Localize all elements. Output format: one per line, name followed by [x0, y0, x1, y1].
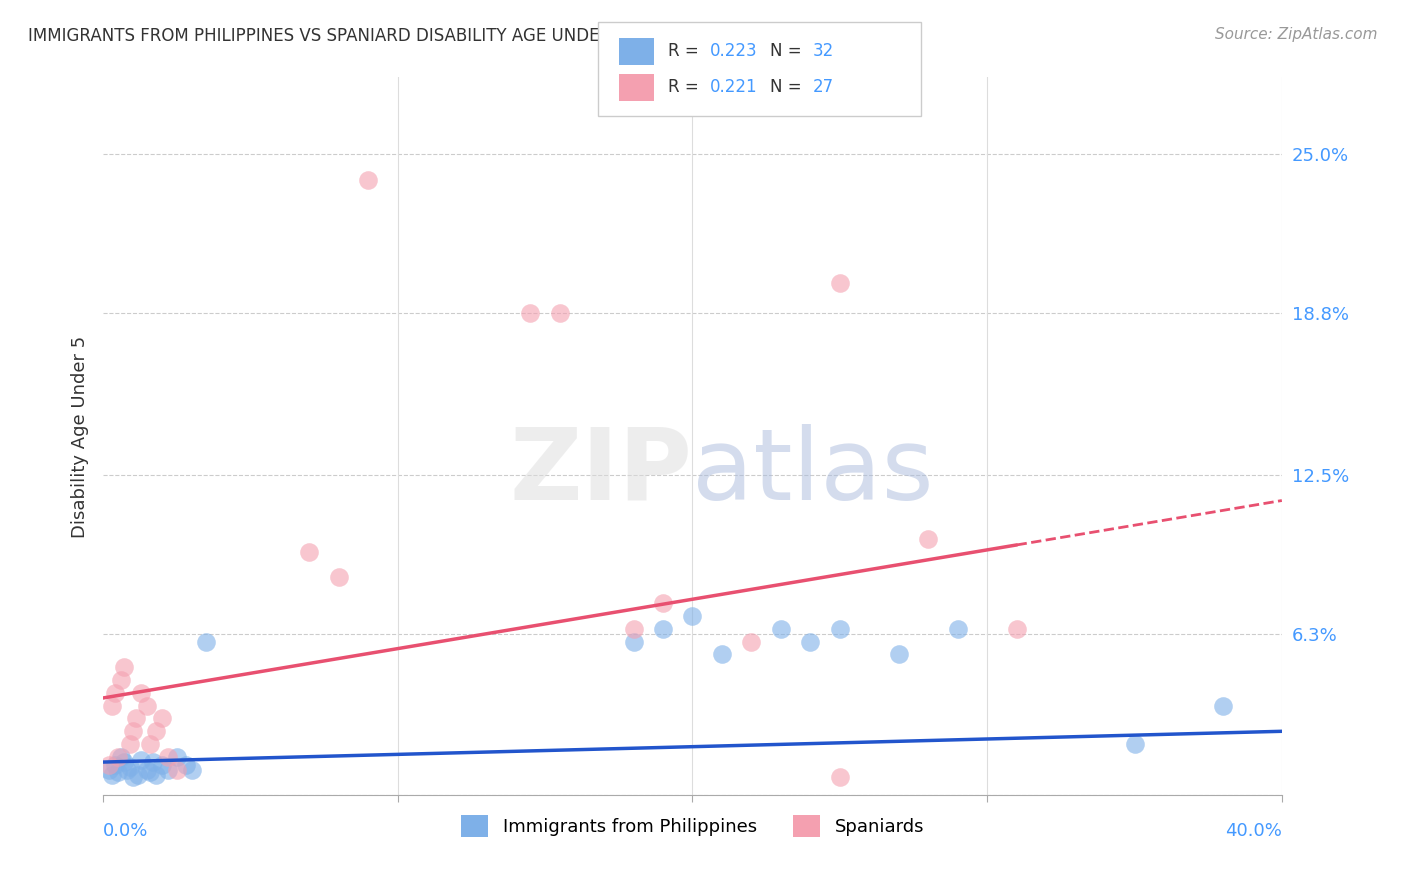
- Text: R =: R =: [668, 78, 704, 96]
- Text: 0.221: 0.221: [710, 78, 758, 96]
- Point: [328, 570, 350, 584]
- Text: 32: 32: [813, 42, 834, 60]
- Point: [799, 634, 821, 648]
- Point: [682, 608, 704, 623]
- Text: 40.0%: 40.0%: [1225, 822, 1282, 840]
- Point: [652, 596, 675, 610]
- Point: [112, 755, 135, 769]
- Point: [652, 622, 675, 636]
- Point: [107, 765, 129, 780]
- Point: [101, 768, 124, 782]
- Point: [166, 750, 188, 764]
- Point: [136, 698, 159, 713]
- Point: [1123, 737, 1146, 751]
- Point: [124, 711, 146, 725]
- Point: [887, 648, 910, 662]
- Point: [180, 763, 202, 777]
- Point: [298, 545, 321, 559]
- Text: 0.0%: 0.0%: [103, 822, 149, 840]
- Point: [136, 763, 159, 777]
- Point: [107, 750, 129, 764]
- Text: ZIP: ZIP: [509, 424, 693, 521]
- Text: 27: 27: [813, 78, 834, 96]
- Point: [104, 686, 127, 700]
- Text: 0.223: 0.223: [710, 42, 758, 60]
- Point: [1212, 698, 1234, 713]
- Point: [828, 276, 851, 290]
- Point: [946, 622, 969, 636]
- Point: [127, 768, 149, 782]
- Point: [357, 173, 380, 187]
- Point: [121, 724, 143, 739]
- Point: [121, 771, 143, 785]
- Point: [1005, 622, 1028, 636]
- Point: [195, 634, 218, 648]
- Point: [110, 750, 132, 764]
- Text: N =: N =: [770, 78, 807, 96]
- Point: [828, 622, 851, 636]
- Point: [174, 757, 197, 772]
- Point: [131, 752, 153, 766]
- Point: [166, 763, 188, 777]
- Y-axis label: Disability Age Under 5: Disability Age Under 5: [72, 335, 89, 538]
- Point: [150, 757, 173, 772]
- Point: [548, 306, 571, 320]
- Point: [139, 737, 162, 751]
- Text: Source: ZipAtlas.com: Source: ZipAtlas.com: [1215, 27, 1378, 42]
- Point: [917, 532, 939, 546]
- Point: [623, 622, 645, 636]
- Point: [115, 763, 138, 777]
- Legend: Immigrants from Philippines, Spaniards: Immigrants from Philippines, Spaniards: [454, 807, 931, 844]
- Point: [131, 686, 153, 700]
- Point: [828, 771, 851, 785]
- Text: atlas: atlas: [693, 424, 934, 521]
- Point: [118, 760, 141, 774]
- Text: N =: N =: [770, 42, 807, 60]
- Point: [98, 763, 121, 777]
- Point: [142, 755, 165, 769]
- Point: [104, 757, 127, 772]
- Point: [139, 765, 162, 780]
- Point: [150, 711, 173, 725]
- Point: [156, 763, 179, 777]
- Point: [101, 698, 124, 713]
- Point: [110, 673, 132, 687]
- Text: IMMIGRANTS FROM PHILIPPINES VS SPANIARD DISABILITY AGE UNDER 5 CORRELATION CHART: IMMIGRANTS FROM PHILIPPINES VS SPANIARD …: [28, 27, 813, 45]
- Point: [156, 750, 179, 764]
- Point: [98, 757, 121, 772]
- Text: R =: R =: [668, 42, 704, 60]
- Point: [112, 660, 135, 674]
- Point: [118, 737, 141, 751]
- Point: [740, 634, 762, 648]
- Point: [519, 306, 541, 320]
- Point: [769, 622, 792, 636]
- Point: [623, 634, 645, 648]
- Point: [145, 724, 167, 739]
- Point: [710, 648, 733, 662]
- Point: [145, 768, 167, 782]
